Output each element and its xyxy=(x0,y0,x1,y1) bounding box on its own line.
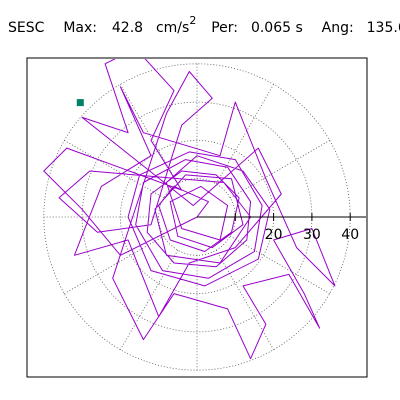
radial-axis: 20 30 40 xyxy=(197,213,366,243)
grid-spoke-30 xyxy=(229,140,330,199)
grid-spoke-240 xyxy=(120,249,179,350)
grid-spoke-60 xyxy=(215,84,274,185)
max-value: 42.8 xyxy=(111,19,144,36)
ang-label: Ang: xyxy=(321,19,354,36)
radial-tick-label-30: 30 xyxy=(303,227,321,243)
max-unit: cm/s xyxy=(155,19,190,36)
ang-value: 135.6 xyxy=(366,19,400,36)
grid-spoke-150 xyxy=(64,140,165,199)
plot-header: SESC Max: 42.8 cm/s2 Per: 0.065 s Ang: 1… xyxy=(8,14,400,36)
station-code: SESC xyxy=(8,19,45,36)
motion-trace xyxy=(43,59,336,360)
radial-tick-label-40: 40 xyxy=(341,227,359,243)
per-label: Per: xyxy=(211,19,239,36)
grid-spoke-330 xyxy=(229,235,330,294)
grid-spoke-210 xyxy=(64,235,165,294)
grid-spoke-300 xyxy=(215,249,274,350)
radial-tick-label-20: 20 xyxy=(265,227,283,243)
plot-frame xyxy=(26,57,368,378)
trace-layer xyxy=(43,59,336,360)
max-unit-exponent: 2 xyxy=(189,14,197,27)
max-amplitude-marker xyxy=(76,99,84,107)
max-label: Max: xyxy=(63,19,97,36)
per-value: 0.065 s xyxy=(250,19,303,36)
